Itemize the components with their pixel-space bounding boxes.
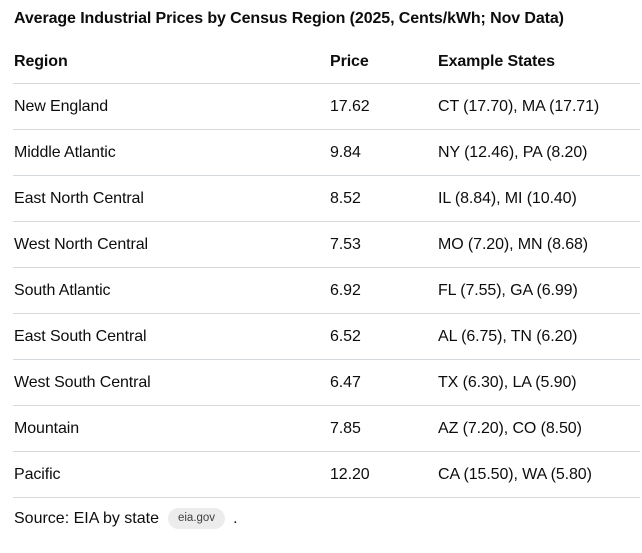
page-title: Average Industrial Prices by Census Regi… — [14, 10, 564, 27]
table-row: New England 17.62 CT (17.70), MA (17.71) — [13, 83, 640, 130]
cell-region: Mountain — [13, 405, 329, 452]
cell-price: 9.84 — [329, 129, 437, 176]
cell-price: 7.53 — [329, 221, 437, 268]
cell-example-states: NY (12.46), PA (8.20) — [437, 129, 640, 176]
cell-price: 6.52 — [329, 313, 437, 360]
cell-price: 7.85 — [329, 405, 437, 452]
table-row: Pacific 12.20 CA (15.50), WA (5.80) — [13, 451, 640, 498]
cell-region: East North Central — [13, 175, 329, 222]
column-header-region: Region — [13, 28, 329, 84]
prices-table: Region Price Example States New England … — [13, 28, 640, 498]
cell-example-states: MO (7.20), MN (8.68) — [437, 221, 640, 268]
cell-example-states: AZ (7.20), CO (8.50) — [437, 405, 640, 452]
cell-region: Pacific — [13, 451, 329, 498]
cell-price: 6.92 — [329, 267, 437, 314]
source-text: Source: EIA by state — [14, 509, 159, 527]
cell-price: 6.47 — [329, 359, 437, 406]
cell-example-states: IL (8.84), MI (10.40) — [437, 175, 640, 222]
cell-region: South Atlantic — [13, 267, 329, 314]
table-row: East North Central 8.52 IL (8.84), MI (1… — [13, 175, 640, 222]
cell-region: West South Central — [13, 359, 329, 406]
column-header-example-states: Example States — [437, 28, 640, 84]
cell-price: 17.62 — [329, 83, 437, 130]
table-row: Mountain 7.85 AZ (7.20), CO (8.50) — [13, 405, 640, 452]
table-row: West South Central 6.47 TX (6.30), LA (5… — [13, 359, 640, 406]
source-period: . — [233, 509, 238, 527]
cell-price: 8.52 — [329, 175, 437, 222]
table-row: West North Central 7.53 MO (7.20), MN (8… — [13, 221, 640, 268]
cell-example-states: AL (6.75), TN (6.20) — [437, 313, 640, 360]
cell-price: 12.20 — [329, 451, 437, 498]
cell-region: Middle Atlantic — [13, 129, 329, 176]
source-line: Source: EIA by state eia.gov . — [14, 508, 628, 529]
citation-chip-eia-gov[interactable]: eia.gov — [167, 508, 226, 529]
cell-example-states: CA (15.50), WA (5.80) — [437, 451, 640, 498]
table-header-row: Region Price Example States — [13, 28, 640, 84]
cell-example-states: FL (7.55), GA (6.99) — [437, 267, 640, 314]
cell-region: New England — [13, 83, 329, 130]
cell-example-states: CT (17.70), MA (17.71) — [437, 83, 640, 130]
table-row: East South Central 6.52 AL (6.75), TN (6… — [13, 313, 640, 360]
cell-example-states: TX (6.30), LA (5.90) — [437, 359, 640, 406]
column-header-price: Price — [329, 28, 437, 84]
table-row: South Atlantic 6.92 FL (7.55), GA (6.99) — [13, 267, 640, 314]
table-row: Middle Atlantic 9.84 NY (12.46), PA (8.2… — [13, 129, 640, 176]
cell-region: West North Central — [13, 221, 329, 268]
cell-region: East South Central — [13, 313, 329, 360]
